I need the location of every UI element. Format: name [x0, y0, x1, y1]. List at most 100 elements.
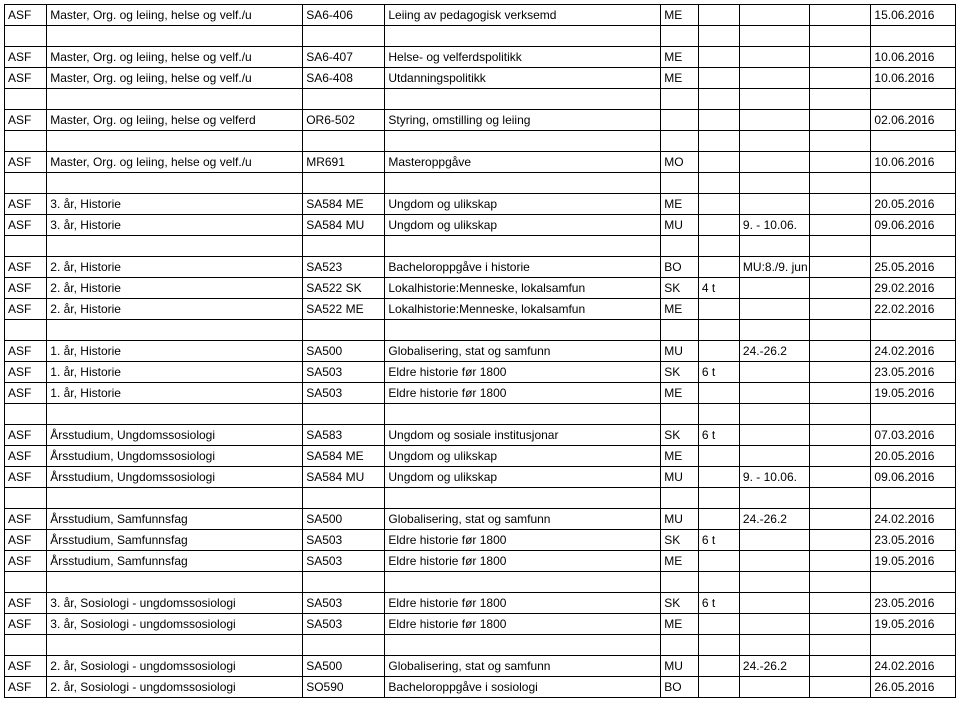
- table-cell: ASF: [5, 68, 47, 89]
- table-cell: 6 t: [698, 425, 739, 446]
- table-cell: [661, 173, 699, 194]
- table-cell: Årsstudium, Samfunnsfag: [47, 530, 303, 551]
- table-cell: 3. år, Sosiologi - ungdomssosiologi: [47, 614, 303, 635]
- table-cell: 20.05.2016: [871, 194, 956, 215]
- table-cell: ME: [661, 614, 699, 635]
- table-cell: ASF: [5, 551, 47, 572]
- table-cell: [698, 131, 739, 152]
- table-cell: [810, 551, 871, 572]
- table-cell: [47, 404, 303, 425]
- table-cell: SA503: [303, 551, 385, 572]
- table-cell: [810, 26, 871, 47]
- table-cell: BO: [661, 257, 699, 278]
- table-cell: 23.05.2016: [871, 362, 956, 383]
- table-cell: 23.05.2016: [871, 593, 956, 614]
- table-cell: [5, 635, 47, 656]
- table-cell: [739, 614, 809, 635]
- table-cell: SK: [661, 593, 699, 614]
- table-cell: ME: [661, 446, 699, 467]
- table-cell: [698, 110, 739, 131]
- table-cell: [698, 341, 739, 362]
- table-cell: Årsstudium, Samfunnsfag: [47, 551, 303, 572]
- table-cell: [810, 341, 871, 362]
- table-row: ASFÅrsstudium, SamfunnsfagSA503Eldre his…: [5, 551, 956, 572]
- table-cell: Årsstudium, Ungdomssosiologi: [47, 446, 303, 467]
- table-cell: ASF: [5, 677, 47, 698]
- table-cell: [739, 677, 809, 698]
- table-cell: [739, 446, 809, 467]
- table-cell: [385, 26, 661, 47]
- table-cell: Globalisering, stat og samfunn: [385, 341, 661, 362]
- table-cell: OR6-502: [303, 110, 385, 131]
- table-cell: 20.05.2016: [871, 446, 956, 467]
- table-cell: MU: [661, 467, 699, 488]
- table-row: ASF2. år, HistorieSA522 SKLokalhistorie:…: [5, 278, 956, 299]
- table-cell: Ungdom og ulikskap: [385, 194, 661, 215]
- table-cell: 2. år, Historie: [47, 257, 303, 278]
- table-cell: [739, 194, 809, 215]
- table-cell: [739, 320, 809, 341]
- table-cell: [5, 404, 47, 425]
- table-cell: [810, 509, 871, 530]
- table-cell: 24.02.2016: [871, 509, 956, 530]
- table-cell: SA584 ME: [303, 446, 385, 467]
- table-cell: ME: [661, 383, 699, 404]
- table-cell: SA503: [303, 383, 385, 404]
- table-cell: 02.06.2016: [871, 110, 956, 131]
- table-cell: 24.02.2016: [871, 656, 956, 677]
- table-cell: [810, 425, 871, 446]
- table-cell: [698, 572, 739, 593]
- table-cell: [739, 551, 809, 572]
- table-cell: [385, 89, 661, 110]
- table-cell: [385, 488, 661, 509]
- table-cell: [385, 236, 661, 257]
- table-row: [5, 89, 956, 110]
- table-cell: [385, 635, 661, 656]
- table-cell: [810, 488, 871, 509]
- table-cell: Ungdom og ulikskap: [385, 215, 661, 236]
- table-cell: ME: [661, 299, 699, 320]
- table-cell: Utdanningspolitikk: [385, 68, 661, 89]
- table-cell: 09.06.2016: [871, 215, 956, 236]
- table-cell: [810, 677, 871, 698]
- table-row: ASFMaster, Org. og leiing, helse og velf…: [5, 5, 956, 26]
- table-cell: [661, 635, 699, 656]
- table-cell: [303, 404, 385, 425]
- table-cell: 09.06.2016: [871, 467, 956, 488]
- table-cell: SA503: [303, 530, 385, 551]
- table-cell: [810, 89, 871, 110]
- table-cell: [739, 383, 809, 404]
- table-cell: [698, 383, 739, 404]
- table-cell: [810, 530, 871, 551]
- table-cell: Ungdom og ulikskap: [385, 467, 661, 488]
- table-cell: [739, 68, 809, 89]
- table-cell: 6 t: [698, 593, 739, 614]
- table-cell: [698, 404, 739, 425]
- table-cell: [810, 47, 871, 68]
- table-cell: Masteroppgåve: [385, 152, 661, 173]
- table-cell: SO590: [303, 677, 385, 698]
- table-cell: [698, 26, 739, 47]
- table-cell: [661, 404, 699, 425]
- table-cell: Eldre historie før 1800: [385, 530, 661, 551]
- table-cell: [385, 173, 661, 194]
- table-cell: 24.02.2016: [871, 341, 956, 362]
- table-cell: Globalisering, stat og samfunn: [385, 509, 661, 530]
- table-cell: ASF: [5, 530, 47, 551]
- table-cell: [739, 26, 809, 47]
- table-cell: [47, 572, 303, 593]
- table-cell: [303, 488, 385, 509]
- table-cell: 22.02.2016: [871, 299, 956, 320]
- table-cell: ME: [661, 5, 699, 26]
- table-cell: [661, 236, 699, 257]
- table-cell: SA500: [303, 509, 385, 530]
- table-cell: 23.05.2016: [871, 530, 956, 551]
- table-cell: [698, 257, 739, 278]
- table-row: ASFÅrsstudium, UngdomssosiologiSA584 MEU…: [5, 446, 956, 467]
- table-cell: 2. år, Sosiologi - ungdomssosiologi: [47, 656, 303, 677]
- table-cell: ASF: [5, 152, 47, 173]
- table-cell: [810, 635, 871, 656]
- table-row: ASFÅrsstudium, UngdomssosiologiSA584 MUU…: [5, 467, 956, 488]
- table-cell: ASF: [5, 47, 47, 68]
- table-cell: [47, 173, 303, 194]
